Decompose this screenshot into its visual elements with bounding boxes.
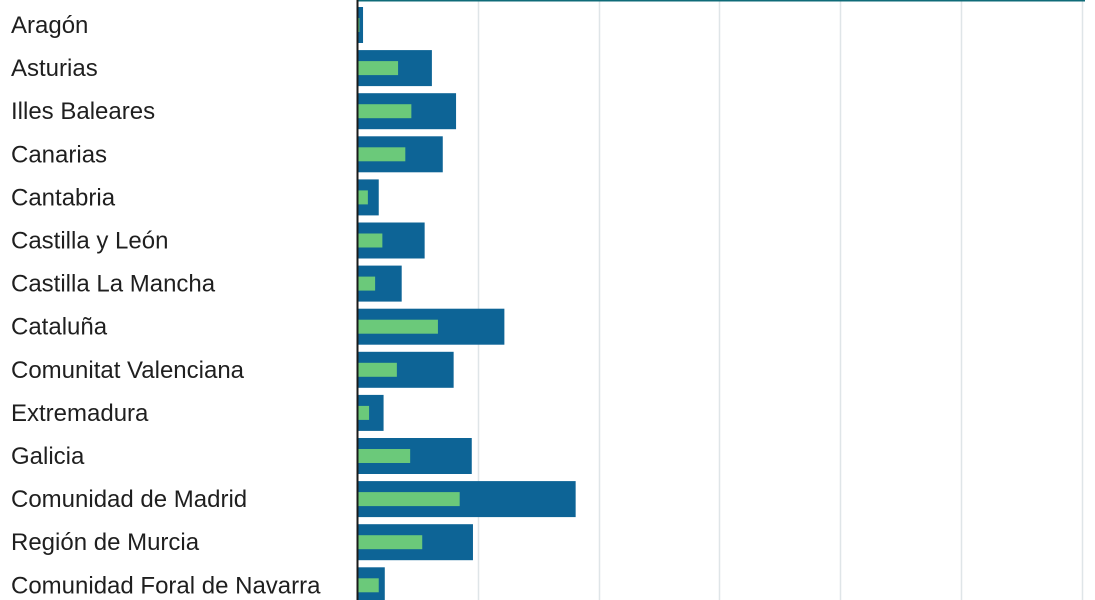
bar-inner-5 xyxy=(357,233,383,248)
bar-inner-3 xyxy=(357,147,406,162)
category-labels: Aragón Asturias Illes Baleares Canarias Cant… xyxy=(11,12,321,599)
category-label-6: Castilla La Mancha xyxy=(11,271,216,298)
category-label-1: Asturias xyxy=(11,55,98,82)
bar-inner-7 xyxy=(357,319,438,334)
category-label-2: Illes Baleares xyxy=(11,98,155,125)
bar-outer-0 xyxy=(357,7,364,43)
bar-inner-4 xyxy=(357,190,368,205)
bar-inner-12 xyxy=(357,535,423,550)
bars xyxy=(357,7,576,600)
category-label-5: Castilla y León xyxy=(11,228,168,255)
bar-inner-8 xyxy=(357,362,397,377)
category-label-13: Comunidad Foral de Navarra xyxy=(11,572,321,599)
category-label-9: Extremadura xyxy=(11,400,149,427)
bar-inner-13 xyxy=(357,578,379,593)
bar-inner-10 xyxy=(357,449,411,463)
category-label-8: Comunitat Valenciana xyxy=(11,357,245,384)
bar-inner-2 xyxy=(357,104,412,119)
category-label-3: Canarias xyxy=(11,141,107,168)
category-label-7: Cataluña xyxy=(11,314,108,341)
bar-inner-11 xyxy=(357,492,460,507)
category-label-4: Cantabria xyxy=(11,184,116,211)
category-label-12: Región de Murcia xyxy=(11,529,200,556)
category-label-11: Comunidad de Madrid xyxy=(11,486,247,513)
category-label-0: Aragón xyxy=(11,12,88,39)
category-label-10: Galicia xyxy=(11,443,85,470)
bar-inner-9 xyxy=(357,405,370,420)
bar-inner-1 xyxy=(357,61,399,76)
bar-inner-6 xyxy=(357,276,376,291)
